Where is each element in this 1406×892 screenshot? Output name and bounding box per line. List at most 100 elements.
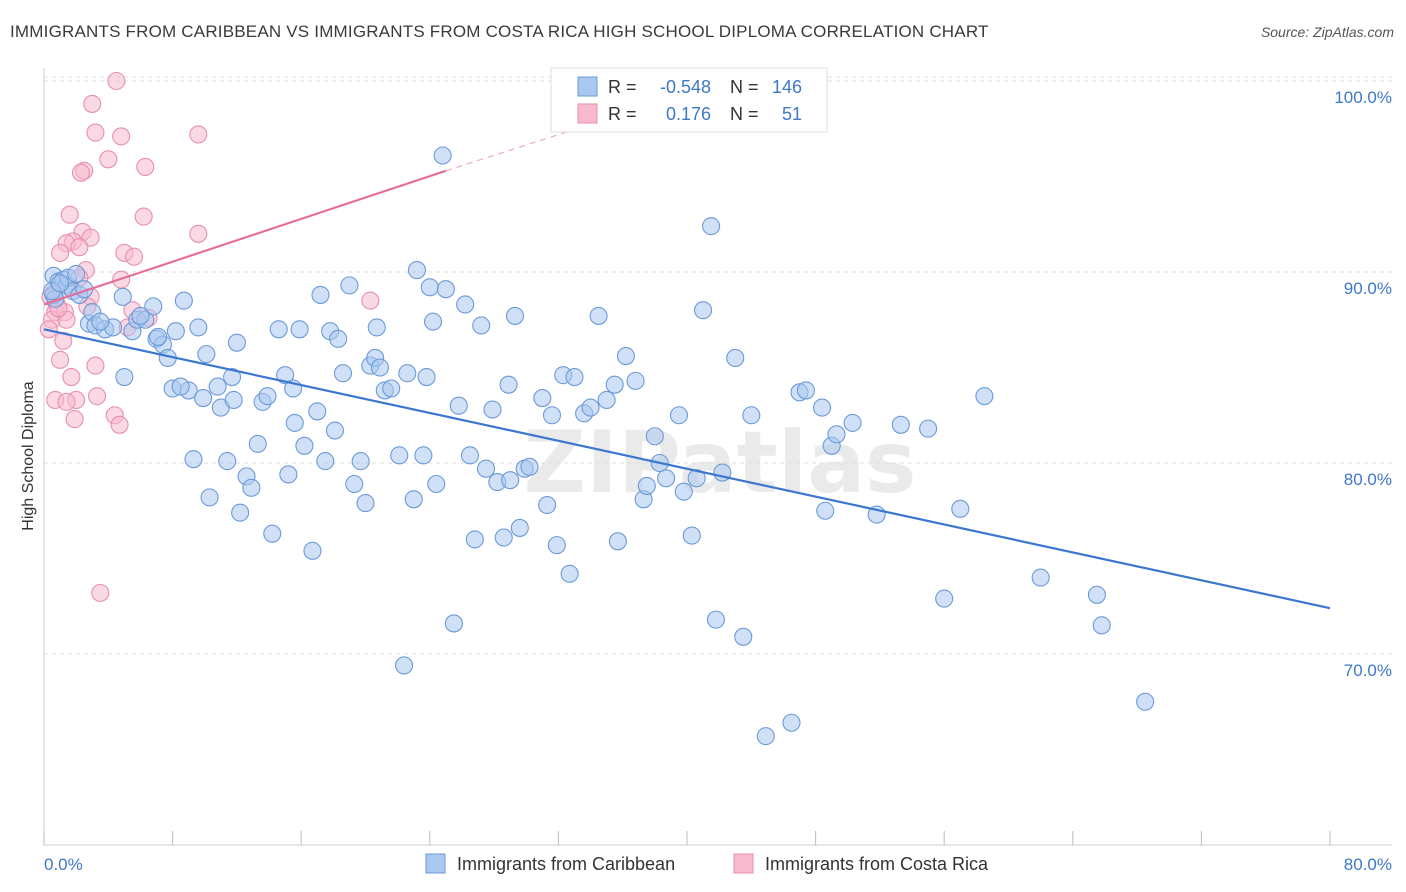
caribbean-point (427, 474, 446, 494)
caribbean-point (166, 322, 185, 341)
caribbean-point (669, 406, 689, 425)
caribbean-point (279, 465, 298, 484)
caribbean-point (919, 419, 938, 438)
caribbean-point (542, 406, 562, 425)
costa-rica-point (134, 207, 153, 226)
caribbean-point (174, 291, 193, 310)
costa-rica-point (112, 127, 131, 146)
caribbean-point (702, 217, 721, 236)
stats-legend: R = -0.548 N = 146 R = 0.176 N = 51 (550, 67, 828, 133)
caribbean-point (538, 495, 557, 515)
axes (43, 68, 1392, 846)
caribbean-point (449, 396, 468, 415)
caribbean-point (533, 389, 552, 408)
costa-rica-point (124, 247, 144, 266)
costa-rica-point (99, 150, 118, 169)
caribbean-point (290, 320, 309, 339)
caribbean-point (184, 450, 203, 469)
caribbean-point (218, 452, 237, 471)
y-tick-label-100: 100.0% (1334, 88, 1392, 107)
legend-r-label-2: R = (608, 104, 637, 124)
caribbean-point (694, 301, 713, 320)
series-legend: Immigrants from Caribbean Immigrants fro… (425, 853, 989, 874)
costa-rica-point (83, 94, 102, 113)
x-tick-label-min: 0.0% (44, 855, 83, 874)
caribbean-point (626, 371, 645, 390)
caribbean-point (812, 398, 832, 417)
caribbean-point (444, 614, 463, 633)
x-tick-label-max: 80.0% (1344, 855, 1392, 874)
trend-lines (43, 118, 1331, 610)
costa-rica-point (86, 356, 105, 375)
caribbean-point (390, 446, 409, 465)
caribbean-point (356, 494, 375, 513)
caribbean-point (295, 436, 314, 455)
legend-r-value-1: -0.548 (660, 77, 711, 97)
caribbean-point (782, 713, 801, 732)
caribbean-point (351, 452, 370, 471)
caribbean-point (414, 446, 433, 465)
caribbean-point (816, 501, 835, 520)
caribbean-point (645, 427, 664, 446)
caribbean-point (657, 469, 676, 488)
caribbean-point (197, 345, 216, 364)
caribbean-point (501, 471, 520, 490)
caribbean-point (499, 375, 518, 394)
source-credit: Source: ZipAtlas.com (1260, 24, 1394, 40)
legend-r-label-1: R = (608, 77, 637, 97)
caribbean-point (311, 285, 330, 304)
costa-rica-point (51, 243, 70, 262)
caribbean-point (329, 329, 348, 348)
costa-rica-point (107, 71, 126, 91)
caribbean-point (1092, 616, 1111, 635)
costa-rica-point (71, 163, 91, 182)
y-tick-label-80: 80.0% (1344, 470, 1392, 489)
caribbean-point (827, 425, 846, 444)
caribbean-point (149, 327, 168, 346)
caribbean-point (224, 390, 243, 410)
caribbean-point (276, 366, 295, 385)
caribbean-point (581, 398, 600, 417)
caribbean-point (223, 367, 242, 387)
caribbean-point (547, 536, 566, 555)
caribbean-point (200, 488, 219, 507)
series-legend-label-caribbean: Immigrants from Caribbean (457, 854, 675, 874)
series-legend-label-costa-rica: Immigrants from Costa Rica (765, 854, 989, 874)
legend-n-value-1: 146 (772, 77, 802, 97)
caribbean-point (605, 375, 624, 394)
caribbean-point (417, 367, 436, 387)
caribbean-point (637, 476, 656, 495)
costa-rica-point (189, 224, 208, 243)
caribbean-point (891, 415, 910, 434)
caribbean-point (951, 499, 970, 518)
legend-n-value-2: 51 (782, 104, 802, 124)
costa-rica-point (87, 387, 107, 406)
costa-rica-point (136, 157, 155, 176)
x-tick-marks (43, 831, 1331, 845)
caribbean-point (597, 390, 616, 410)
caribbean-point (472, 316, 491, 335)
caribbean-point (706, 610, 725, 629)
y-tick-label-90: 90.0% (1344, 279, 1392, 298)
caribbean-point (560, 564, 579, 583)
caribbean-point (382, 379, 401, 398)
caribbean-point (520, 457, 539, 476)
caribbean-point (456, 295, 475, 314)
costa-rica-trend-line (43, 169, 447, 306)
caribbean-point (144, 297, 163, 316)
caribbean-point (674, 482, 693, 501)
caribbean-point (194, 389, 213, 408)
y-tick-label-70: 70.0% (1344, 661, 1392, 680)
caribbean-point (370, 358, 390, 377)
caribbean-point (269, 320, 288, 339)
caribbean-point (494, 528, 513, 547)
y-tick-labels: 70.0% 80.0% 90.0% 100.0% (1334, 88, 1392, 680)
costa-rica-point (62, 367, 81, 387)
costa-rica-point (54, 331, 73, 350)
caribbean-point (975, 387, 994, 406)
caribbean-point (682, 526, 701, 545)
y-axis-label: High School Diploma (20, 381, 37, 531)
costa-rica-point (51, 350, 70, 369)
legend-r-value-2: 0.176 (666, 104, 711, 124)
